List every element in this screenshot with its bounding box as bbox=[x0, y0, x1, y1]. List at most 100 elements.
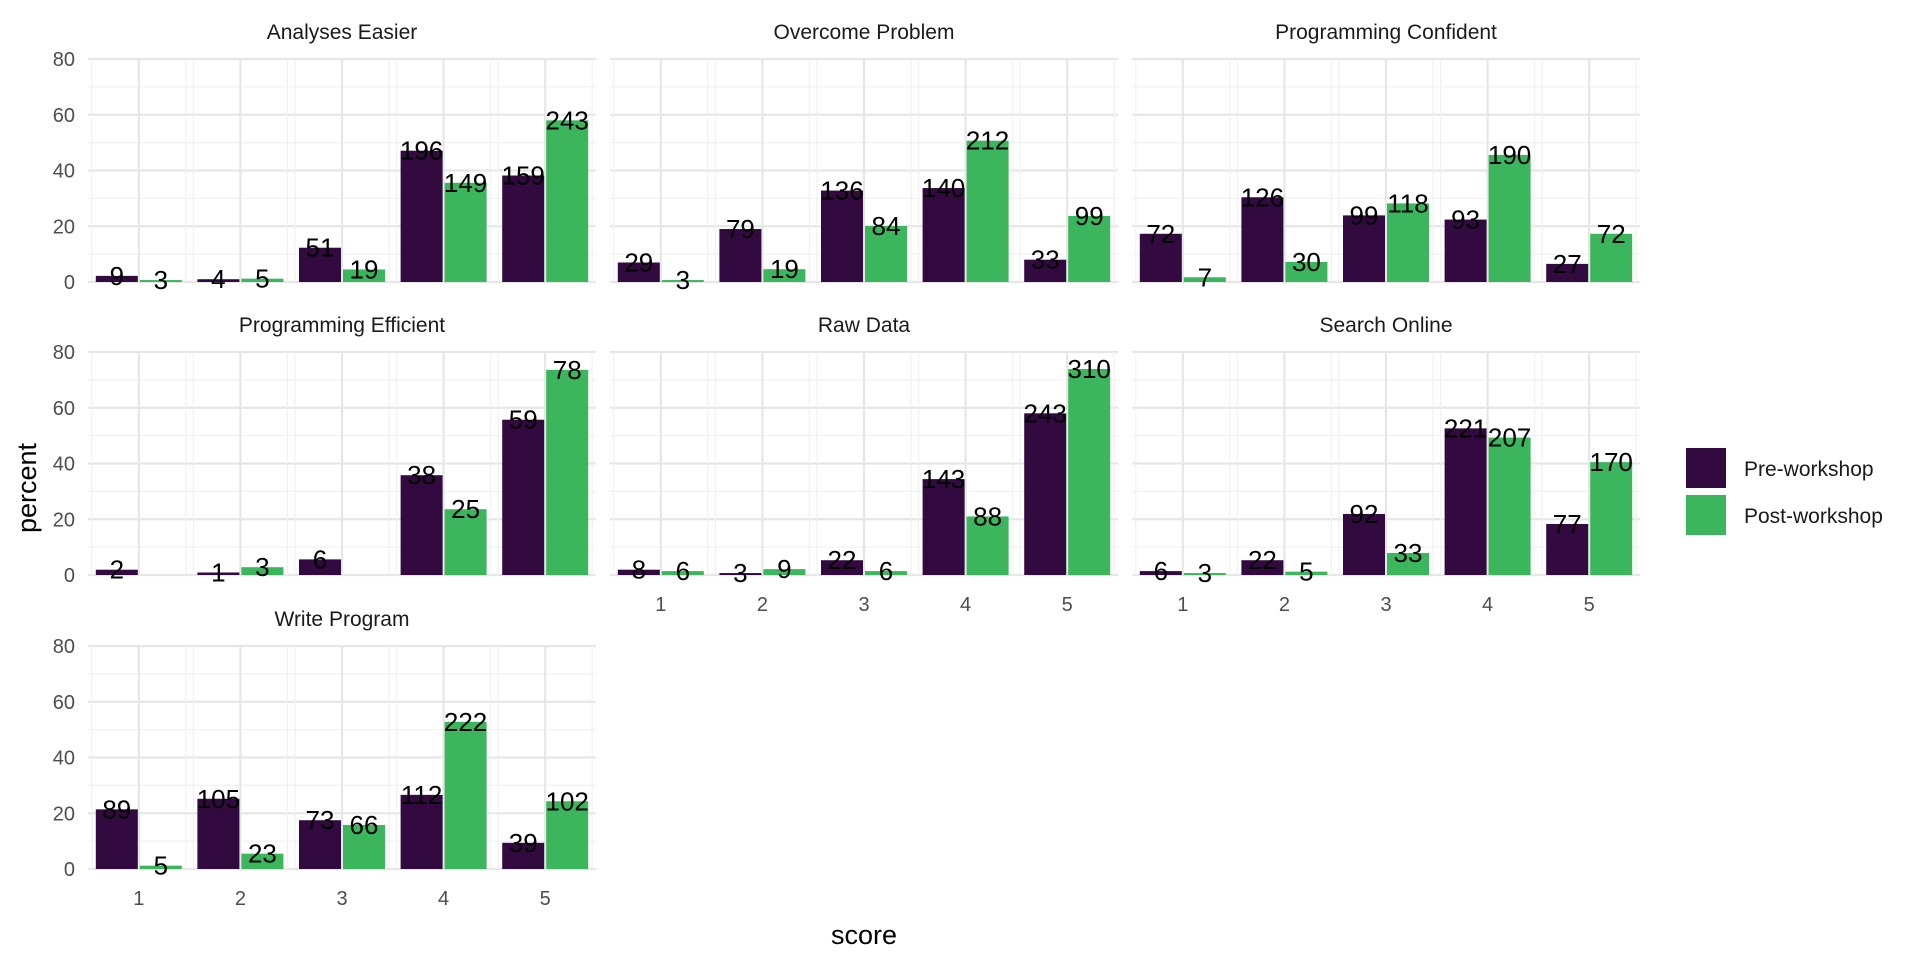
bar-count-label: 79 bbox=[726, 214, 755, 244]
legend: Pre-workshop Post-workshop bbox=[1686, 448, 1883, 535]
y-tick-label: 0 bbox=[64, 565, 75, 587]
bar-count-label: 51 bbox=[306, 233, 335, 263]
bar-count-label: 310 bbox=[1068, 354, 1111, 384]
bar-post-workshop-score-3 bbox=[865, 225, 907, 282]
bar-post-workshop-score-2 bbox=[1285, 571, 1328, 575]
bar-count-label: 33 bbox=[1031, 245, 1060, 275]
bar-post-workshop-score-1 bbox=[1183, 573, 1226, 575]
bar-pre-workshop-score-1 bbox=[617, 262, 660, 282]
bar-count-label: 190 bbox=[1488, 140, 1531, 170]
bar-pre-workshop-score-2 bbox=[719, 573, 762, 575]
bar-pre-workshop-score-4 bbox=[1444, 428, 1487, 575]
bar-count-label: 207 bbox=[1488, 423, 1531, 453]
bar-post-workshop-score-2 bbox=[241, 853, 284, 869]
x-tick-label: 5 bbox=[540, 888, 551, 910]
bar-count-label: 140 bbox=[922, 173, 965, 203]
panel-title: Analyses Easier bbox=[267, 21, 418, 44]
legend-label-pre-workshop: Pre-workshop bbox=[1744, 458, 1874, 481]
y-tick-label: 80 bbox=[53, 342, 75, 364]
bar-count-label: 149 bbox=[444, 168, 487, 198]
x-tick-label: 3 bbox=[1380, 594, 1391, 616]
bar-pre-workshop-score-3 bbox=[1343, 513, 1385, 575]
x-tick-label: 3 bbox=[858, 594, 869, 616]
bar-count-label: 126 bbox=[1241, 182, 1284, 212]
y-tick-label: 0 bbox=[64, 859, 75, 881]
bar-count-label: 29 bbox=[624, 247, 653, 277]
bar-post-workshop-score-5 bbox=[1068, 369, 1111, 575]
bar-count-label: 243 bbox=[546, 105, 589, 135]
legend-label-post-workshop: Post-workshop bbox=[1744, 505, 1883, 528]
bar-count-label: 243 bbox=[1024, 398, 1067, 428]
bar-pre-workshop-score-1 bbox=[1139, 233, 1182, 282]
y-tick-label: 20 bbox=[53, 216, 75, 238]
bar-count-label: 99 bbox=[1350, 200, 1379, 230]
panel-title: Overcome Problem bbox=[774, 21, 955, 44]
x-tick-label: 2 bbox=[757, 594, 768, 616]
y-tick-label: 40 bbox=[53, 748, 75, 770]
bar-count-label: 3 bbox=[154, 265, 168, 295]
bar-count-label: 78 bbox=[553, 355, 582, 385]
panel-title: Programming Confident bbox=[1275, 21, 1497, 44]
bar-count-label: 196 bbox=[400, 136, 443, 166]
bar-count-label: 8 bbox=[632, 555, 646, 585]
bar-count-label: 4 bbox=[211, 264, 225, 294]
bar-pre-workshop-score-4 bbox=[400, 794, 443, 869]
bar-pre-workshop-score-3 bbox=[299, 820, 341, 869]
bar-post-workshop-score-2 bbox=[1285, 261, 1328, 282]
x-tick-label: 1 bbox=[133, 888, 144, 910]
bar-count-label: 2 bbox=[110, 555, 124, 585]
panel-programming-confident: Programming Confident 72 7 126 30 99 118 93 190 2… bbox=[1132, 21, 1640, 292]
bar-count-label: 73 bbox=[306, 805, 335, 835]
y-tick-label: 60 bbox=[53, 692, 75, 714]
y-tick-label: 40 bbox=[53, 161, 75, 183]
panel-title: Write Program bbox=[275, 608, 410, 631]
bar-pre-workshop-score-5 bbox=[502, 842, 545, 869]
panel-programming-efficient: Programming Efficient 0 20 40 60 80 2 1 3 6 38 25 59… bbox=[53, 314, 596, 587]
bar-count-label: 3 bbox=[255, 552, 269, 582]
bar-count-label: 221 bbox=[1444, 413, 1487, 443]
bar-count-label: 112 bbox=[401, 780, 442, 810]
bar-pre-workshop-score-1 bbox=[617, 569, 660, 575]
bar-count-label: 159 bbox=[502, 161, 545, 191]
bar-post-workshop-score-1 bbox=[661, 280, 704, 282]
bar-pre-workshop-score-4 bbox=[400, 150, 443, 282]
bar-post-workshop-score-5 bbox=[546, 369, 589, 575]
x-tick-label: 2 bbox=[1279, 594, 1290, 616]
x-axis-title: score bbox=[831, 920, 897, 950]
bar-pre-workshop-score-5 bbox=[1546, 263, 1589, 282]
y-tick-label: 80 bbox=[53, 636, 75, 658]
bar-pre-workshop-score-3 bbox=[299, 247, 341, 282]
bar-pre-workshop-score-2 bbox=[197, 798, 240, 869]
bar-count-label: 5 bbox=[1299, 557, 1313, 587]
bar-post-workshop-score-4 bbox=[444, 509, 487, 575]
x-tick-label: 5 bbox=[1584, 594, 1595, 616]
bar-pre-workshop-score-2 bbox=[197, 572, 240, 575]
bar-count-label: 77 bbox=[1553, 509, 1582, 539]
y-tick-label: 80 bbox=[53, 49, 75, 71]
bar-count-label: 22 bbox=[828, 545, 857, 575]
bar-count-label: 143 bbox=[922, 464, 965, 494]
bar-count-label: 72 bbox=[1597, 219, 1626, 249]
bar-post-workshop-score-4 bbox=[966, 516, 1009, 575]
y-tick-label: 20 bbox=[53, 803, 75, 825]
bar-count-label: 5 bbox=[154, 851, 168, 881]
bar-post-workshop-score-5 bbox=[546, 801, 589, 869]
bar-count-label: 38 bbox=[407, 460, 436, 490]
bar-count-label: 118 bbox=[1387, 188, 1428, 218]
bar-pre-workshop-score-4 bbox=[922, 188, 965, 282]
bar-pre-workshop-score-5 bbox=[1546, 523, 1589, 575]
bar-count-label: 7 bbox=[1198, 262, 1212, 292]
bar-count-label: 72 bbox=[1146, 219, 1175, 249]
x-tick-label: 5 bbox=[1062, 594, 1073, 616]
bar-count-label: 9 bbox=[777, 554, 791, 584]
legend-swatch-post-workshop bbox=[1686, 495, 1726, 535]
bar-post-workshop-score-5 bbox=[1068, 215, 1111, 282]
bar-pre-workshop-score-2 bbox=[1241, 197, 1284, 282]
bar-post-workshop-score-2 bbox=[763, 569, 806, 575]
bar-count-label: 99 bbox=[1075, 201, 1104, 231]
